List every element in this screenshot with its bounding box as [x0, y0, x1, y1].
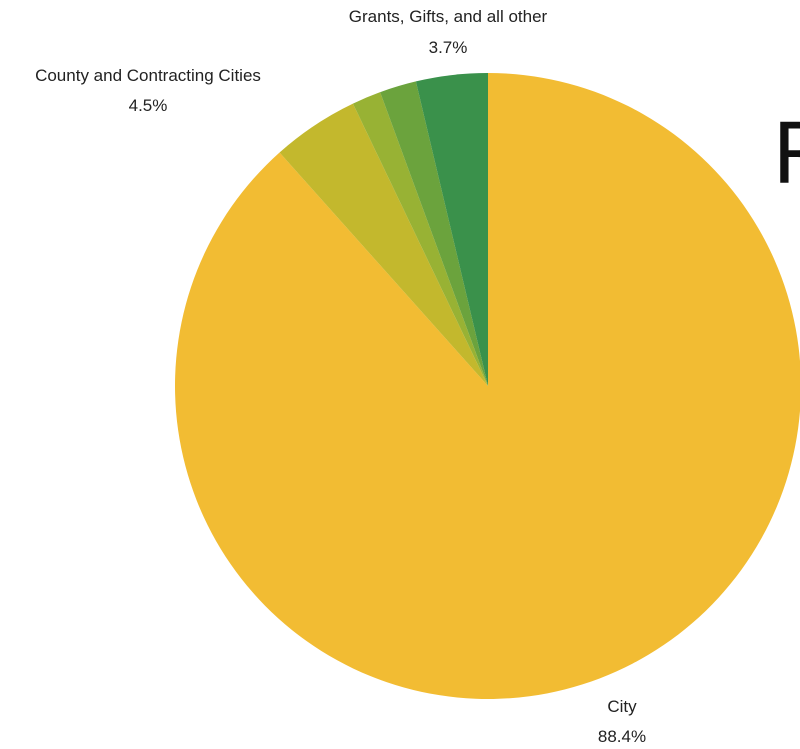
pie-slice-2 [352, 92, 488, 387]
slice-value-4: 3.7% [429, 38, 468, 57]
pie-slice-0 [175, 73, 800, 699]
slice-labels: City 88.4% County and Contracting Cities 4.… [35, 7, 646, 746]
slice-label-0: City [607, 697, 637, 716]
pie-slices [175, 73, 800, 699]
slice-label-1: County and Contracting Cities [35, 66, 261, 85]
slice-label-4: Grants, Gifts, and all other [349, 7, 548, 26]
slice-value-0: 88.4% [598, 727, 646, 746]
pie-slice-1 [279, 103, 488, 386]
chart-title: R [772, 112, 800, 196]
pie-slice-4 [415, 73, 488, 386]
slice-value-1: 4.5% [129, 96, 168, 115]
pie-slice-3 [380, 81, 488, 387]
